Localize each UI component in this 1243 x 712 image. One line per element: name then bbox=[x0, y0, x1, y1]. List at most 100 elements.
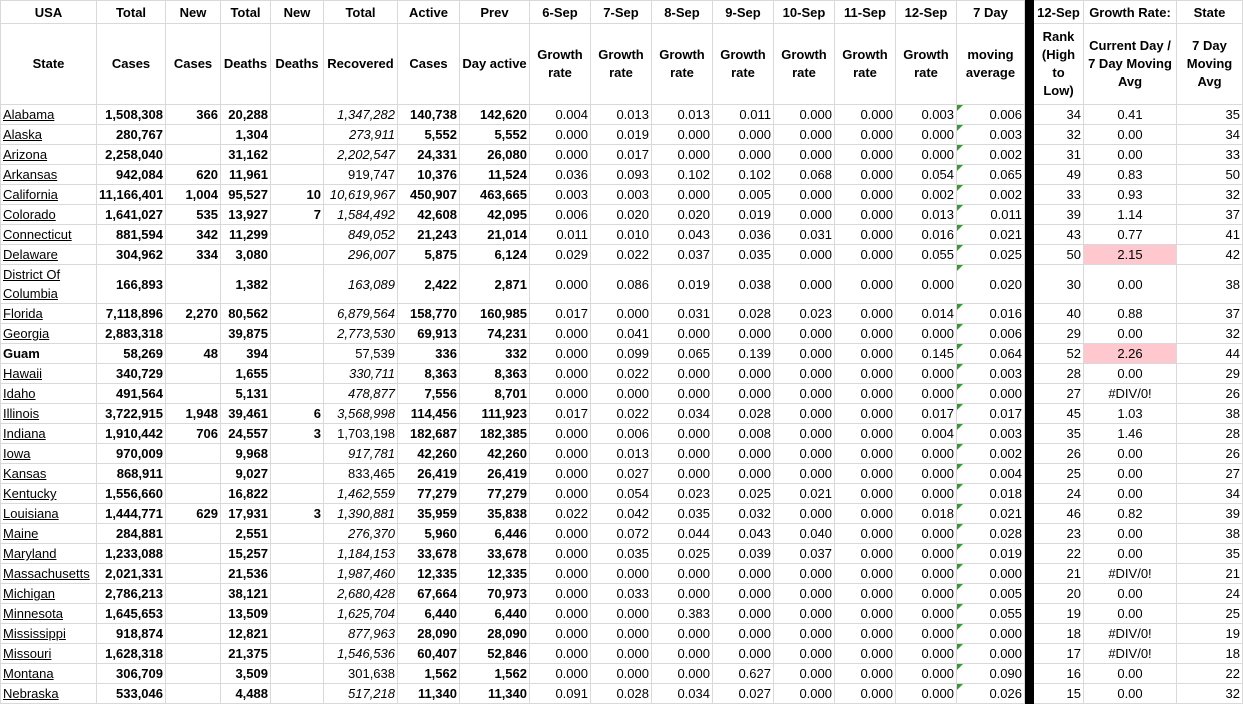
cell: 0.000 bbox=[712, 623, 774, 644]
cell bbox=[270, 643, 324, 664]
cell: 32 bbox=[1176, 184, 1243, 205]
state-link[interactable]: District Of Columbia bbox=[3, 267, 61, 301]
cell: 0.000 bbox=[712, 323, 774, 344]
cell: 463,665 bbox=[459, 184, 530, 205]
state-link[interactable]: Maine bbox=[3, 526, 39, 541]
cell: 1,184,153 bbox=[323, 543, 398, 564]
cell: 3,509 bbox=[220, 663, 271, 684]
cell: 0.00 bbox=[1083, 523, 1177, 544]
state-link[interactable]: Alabama bbox=[3, 107, 55, 122]
cell: 0.000 bbox=[834, 483, 896, 504]
cell: 0.000 bbox=[834, 164, 896, 185]
cell: 1,625,704 bbox=[323, 603, 398, 624]
cell bbox=[165, 663, 221, 684]
state-link[interactable]: Montana bbox=[3, 666, 54, 681]
cell bbox=[270, 523, 324, 544]
cell: 16 bbox=[1033, 663, 1084, 684]
cell: 2,773,530 bbox=[323, 323, 398, 344]
cell: 1,508,308 bbox=[96, 104, 166, 125]
state-link[interactable]: Florida bbox=[3, 306, 43, 321]
cell: 10 bbox=[270, 184, 324, 205]
state-link[interactable]: Delaware bbox=[3, 247, 58, 262]
cell: 26,080 bbox=[459, 144, 530, 165]
cell: 0.139 bbox=[712, 343, 774, 364]
cell: 0.000 bbox=[895, 583, 957, 604]
state-link[interactable]: Kansas bbox=[3, 466, 47, 481]
cell: 0.000 bbox=[712, 383, 774, 404]
state-link[interactable]: Missouri bbox=[3, 646, 52, 661]
cell: 25 bbox=[1033, 463, 1084, 484]
state-link[interactable]: Massachusetts bbox=[3, 566, 90, 581]
cell: 27 bbox=[1033, 383, 1084, 404]
header-cell: Deaths bbox=[220, 23, 271, 105]
state-link[interactable]: Colorado bbox=[3, 207, 56, 222]
cell: 28,090 bbox=[397, 623, 460, 644]
state-link[interactable]: Alaska bbox=[3, 127, 43, 142]
header-cell: New bbox=[270, 0, 324, 24]
header-cell: Growth rate bbox=[834, 23, 896, 105]
cell: #DIV/0! bbox=[1083, 623, 1177, 644]
divider bbox=[1024, 144, 1034, 165]
state-link[interactable]: Minnesota bbox=[3, 606, 63, 621]
cell: 0.099 bbox=[590, 343, 652, 364]
cell: 8,363 bbox=[397, 363, 460, 384]
cell: 0.00 bbox=[1083, 463, 1177, 484]
state-link[interactable]: California bbox=[3, 187, 58, 202]
data-row: Louisiana 1,444,771 629 17,931 3 1,390,881 35,… bbox=[0, 503, 1243, 524]
divider bbox=[1024, 343, 1034, 364]
state-link[interactable]: Arizona bbox=[3, 147, 48, 162]
cell: 0.028 bbox=[956, 523, 1025, 544]
cell: 0.006 bbox=[590, 423, 652, 444]
state-link[interactable]: Connecticut bbox=[3, 227, 72, 242]
state-link[interactable]: Idaho bbox=[3, 386, 36, 401]
header-row: USA Total New Total New Total Active Prev 6-Sep 7… bbox=[0, 0, 1243, 24]
cell: 919,747 bbox=[323, 164, 398, 185]
cell: 0.000 bbox=[712, 583, 774, 604]
cell: 0.000 bbox=[590, 603, 652, 624]
cell: 0.021 bbox=[956, 224, 1025, 245]
cell: 881,594 bbox=[96, 224, 166, 245]
cell: 0.000 bbox=[895, 264, 957, 304]
divider bbox=[1024, 583, 1034, 604]
cell: 0.036 bbox=[712, 224, 774, 245]
state-link[interactable]: Mississippi bbox=[3, 626, 66, 641]
header-cell: Total bbox=[220, 0, 271, 24]
cell: 0.002 bbox=[956, 443, 1025, 464]
cell: 21 bbox=[1176, 563, 1243, 584]
cell: 1,584,492 bbox=[323, 204, 398, 225]
state-link[interactable]: Georgia bbox=[3, 326, 50, 341]
cell: 0.038 bbox=[712, 264, 774, 304]
state-link[interactable]: Hawaii bbox=[3, 366, 43, 381]
cell: 0.034 bbox=[651, 683, 713, 704]
state-link[interactable]: Arkansas bbox=[3, 167, 58, 182]
state-name: Minnesota bbox=[0, 603, 97, 624]
cell: 38 bbox=[1176, 523, 1243, 544]
state-link[interactable]: Maryland bbox=[3, 546, 57, 561]
state-link[interactable]: Michigan bbox=[3, 586, 56, 601]
cell bbox=[165, 264, 221, 304]
cell: 5,960 bbox=[397, 523, 460, 544]
state-link[interactable]: Nebraska bbox=[3, 686, 59, 701]
state-link[interactable]: Illinois bbox=[3, 406, 40, 421]
cell: 0.88 bbox=[1083, 303, 1177, 324]
cell: 35 bbox=[1176, 543, 1243, 564]
cell: 11,166,401 bbox=[96, 184, 166, 205]
cell: 1,987,460 bbox=[323, 563, 398, 584]
cell: 0.019 bbox=[712, 204, 774, 225]
header-cell: 8-Sep bbox=[651, 0, 713, 24]
header-cell: 6-Sep bbox=[529, 0, 591, 24]
cell bbox=[165, 543, 221, 564]
cell: 0.000 bbox=[834, 343, 896, 364]
cell: 0.000 bbox=[529, 603, 591, 624]
cell: 39,875 bbox=[220, 323, 271, 344]
state-link[interactable]: Indiana bbox=[3, 426, 46, 441]
state-link[interactable]: Louisiana bbox=[3, 506, 59, 521]
state-name: Arkansas bbox=[0, 164, 97, 185]
data-row: Iowa 970,009 9,968 917,781 42,260 42,260 0.000… bbox=[0, 443, 1243, 464]
cell: 40 bbox=[1033, 303, 1084, 324]
state-link[interactable]: Kentucky bbox=[3, 486, 57, 501]
cell: 0.00 bbox=[1083, 603, 1177, 624]
state-link[interactable]: Iowa bbox=[3, 446, 31, 461]
cell bbox=[270, 623, 324, 644]
